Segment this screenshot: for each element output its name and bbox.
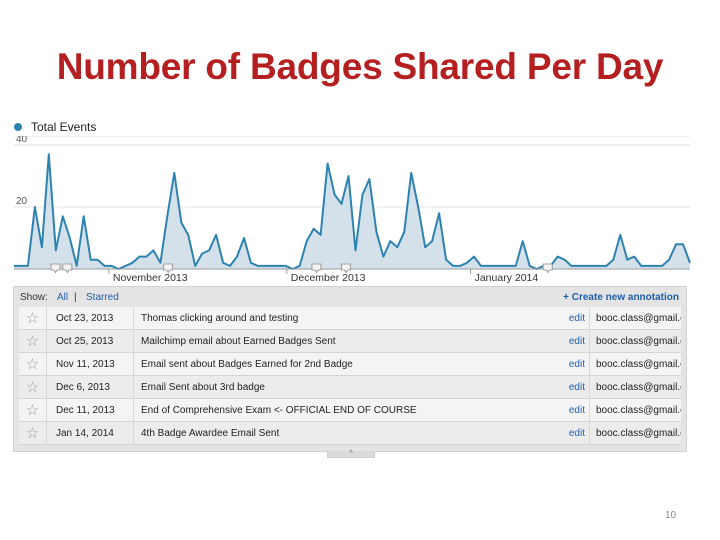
show-label: Show: [20,292,48,303]
filter-separator: | [74,292,77,303]
annotation-row: ☆ Dec 11, 2013 End of Comprehensive Exam… [19,399,681,422]
annotation-author: booc.class@gmail.com [589,330,681,353]
annotation-date: Oct 25, 2013 [46,330,133,353]
annotation-date: Oct 23, 2013 [46,307,133,330]
star-outline-icon[interactable]: ☆ [25,356,40,373]
annotation-marker-icon [542,263,553,274]
annotation-author: booc.class@gmail.com [589,399,681,422]
annotation-text: Mailchimp email about Earned Badges Sent [133,330,557,353]
annotation-row: ☆ Nov 11, 2013 Email sent about Badges E… [19,353,681,376]
star-outline-icon[interactable]: ☆ [25,310,40,327]
edit-link[interactable]: edit [568,428,585,439]
annotation-text: 4th Badge Awardee Email Sent [133,422,557,445]
y-tick-label: 40 [16,136,28,145]
annotation-marker-icon [62,263,73,274]
annotation-text: End of Comprehensive Exam <- OFFICIAL EN… [133,399,557,422]
edit-link[interactable]: edit [568,359,585,370]
edit-link[interactable]: edit [568,336,585,347]
y-tick-label: 20 [16,196,28,207]
edit-link[interactable]: edit [568,313,585,324]
x-tick-label: December 2013 [291,272,366,284]
star-outline-icon[interactable]: ☆ [25,425,40,442]
annotation-date: Dec 11, 2013 [46,399,133,422]
star-outline-icon[interactable]: ☆ [25,379,40,396]
annotation-text: Thomas clicking around and testing [133,307,557,330]
legend-series-label: Total Events [31,120,97,134]
annotation-author: booc.class@gmail.com [589,307,681,330]
create-annotation-link[interactable]: + Create new annotation [563,292,679,303]
annotation-author: booc.class@gmail.com [589,353,681,376]
events-area-chart[interactable]: 40 20 November 2013 December 2013 January 20… [0,136,700,286]
annotations-table: ☆ Oct 23, 2013 Thomas clicking around an… [19,307,681,445]
annotation-marker-icon [311,263,322,274]
series-line [14,153,691,270]
annotation-row: ☆ Dec 6, 2013 Email Sent about 3rd badge… [19,376,681,399]
show-starred-link[interactable]: Starred [86,292,119,303]
annotation-author: booc.class@gmail.com [589,422,681,445]
x-tick-label: January 2014 [475,272,539,284]
show-all-link[interactable]: All [57,292,69,303]
series-area [14,154,690,269]
x-tick-label: November 2013 [113,272,188,284]
annotation-marker-icon [50,263,61,274]
annotation-marker-icon [163,263,174,274]
annotations-panel: Show: All | Starred + Create new annotat… [13,286,687,452]
annotations-toolbar: Show: All | Starred + Create new annotat… [14,287,686,307]
annotation-text: Email Sent about 3rd badge [133,376,557,399]
annotation-row: ☆ Oct 25, 2013 Mailchimp email about Ear… [19,330,681,353]
annotation-date: Nov 11, 2013 [46,353,133,376]
star-outline-icon[interactable]: ☆ [25,333,40,350]
legend-series-dot [14,123,22,131]
edit-link[interactable]: edit [568,382,585,393]
star-outline-icon[interactable]: ☆ [25,402,40,419]
page-number: 10 [665,510,677,521]
annotation-row: ☆ Jan 14, 2014 4th Badge Awardee Email S… [19,422,681,445]
annotation-date: Dec 6, 2013 [46,376,133,399]
panel-collapse-handle[interactable]: ^ [327,450,375,458]
annotation-author: booc.class@gmail.com [589,376,681,399]
annotation-text: Email sent about Badges Earned for 2nd B… [133,353,557,376]
chart-legend[interactable]: Total Events [14,119,96,135]
annotation-date: Jan 14, 2014 [46,422,133,445]
annotation-row: ☆ Oct 23, 2013 Thomas clicking around an… [19,307,681,330]
annotation-marker-icon [341,263,351,274]
slide-title: Number of Badges Shared Per Day [56,46,664,87]
edit-link[interactable]: edit [568,405,585,416]
